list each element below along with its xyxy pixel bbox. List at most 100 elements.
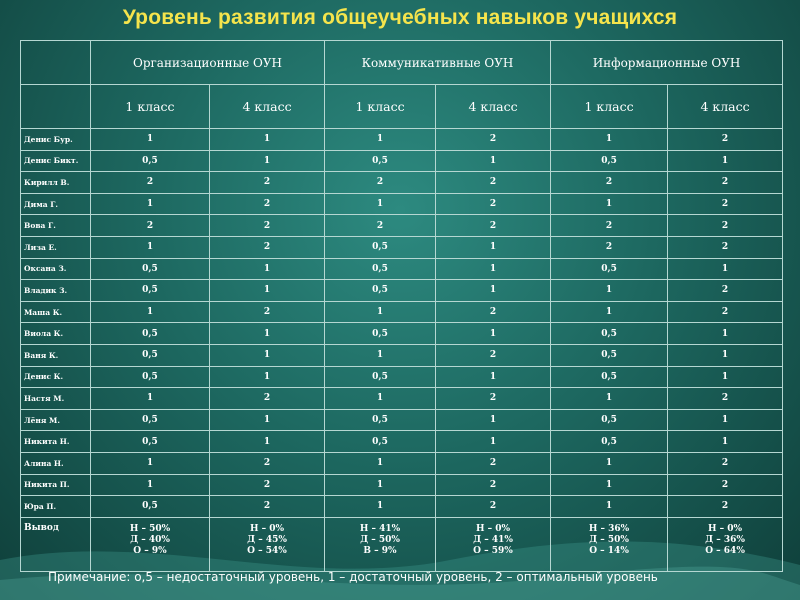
- summary-line: Н – 0%: [475, 523, 511, 534]
- score-cell: 2: [435, 300, 552, 324]
- corner-cell: [20, 84, 91, 129]
- summary-cell: Н – 36% Д – 50% О – 14%: [550, 516, 669, 572]
- score-cell: 1: [550, 451, 669, 475]
- summary-line: О – 9%: [133, 545, 167, 556]
- student-name: Ваня К.: [20, 343, 91, 367]
- score-cell: 1: [667, 408, 784, 432]
- score-cell: 0,5: [90, 495, 210, 518]
- score-cell: 2: [667, 473, 784, 497]
- score-cell: 0,5: [550, 257, 669, 281]
- score-cell: 2: [667, 214, 784, 237]
- table-row: Алина Н. 1 2 1 2 1 2: [20, 451, 784, 475]
- score-cell: 1: [435, 322, 552, 345]
- student-name: Кирилл В.: [20, 171, 91, 194]
- score-cell: 1: [667, 257, 784, 281]
- score-cell: 2: [550, 235, 669, 259]
- page-title: Уровень развития общеучебных навыков уча…: [122, 6, 678, 29]
- summary-row: Вывод Н – 50% Д – 40% О – 9% Н – 0% Д – 45% О …: [20, 516, 784, 572]
- score-cell: 1: [667, 149, 784, 173]
- score-cell: 0,5: [324, 279, 437, 302]
- student-name: Юра П.: [20, 495, 91, 518]
- score-cell: 0,5: [90, 149, 210, 173]
- score-cell: 2: [550, 171, 669, 194]
- score-cell: 0,5: [90, 365, 210, 389]
- score-cell: 2: [667, 451, 784, 475]
- score-cell: 0,5: [90, 279, 210, 302]
- score-cell: 2: [435, 343, 552, 367]
- score-cell: 2: [208, 451, 326, 475]
- score-cell: 2: [435, 473, 552, 497]
- student-name: Денис К.: [20, 365, 91, 389]
- score-cell: 0,5: [550, 365, 669, 389]
- score-cell: 2: [667, 235, 784, 259]
- score-cell: 0,5: [90, 408, 210, 432]
- score-cell: 2: [667, 495, 784, 518]
- score-cell: 1: [550, 279, 669, 302]
- student-name: Дима Г.: [20, 192, 91, 216]
- score-cell: 1: [90, 192, 210, 216]
- score-cell: 1: [667, 343, 784, 367]
- summary-line: Д – 50%: [360, 534, 400, 545]
- score-cell: 1: [550, 300, 669, 324]
- group-header-organizational: Организационные ОУН: [89, 40, 326, 85]
- footnote: Примечание: о,5 – недостаточный уровень,…: [48, 570, 658, 584]
- score-cell: 2: [435, 192, 552, 216]
- score-cell: 0,5: [324, 430, 437, 453]
- grade-header: 1 класс: [90, 84, 210, 129]
- summary-line: Н – 50%: [129, 523, 171, 534]
- table-row: Денис Бур. 1 1 1 2 1 2: [20, 128, 784, 151]
- grade-header: 4 класс: [667, 84, 784, 129]
- summary-line: О – 59%: [473, 545, 513, 556]
- table-row: Никита Н. 0,5 1 0,5 1 0,5 1: [20, 430, 784, 453]
- score-cell: 2: [208, 495, 326, 518]
- grade-header: 4 класс: [208, 84, 326, 129]
- table-row: Настя М. 1 2 1 2 1 2: [20, 387, 784, 410]
- score-cell: 1: [208, 149, 326, 173]
- student-name: Никита Н.: [20, 430, 91, 453]
- score-cell: 0,5: [324, 365, 437, 389]
- student-name: Владик З.: [20, 279, 91, 302]
- score-cell: 1: [435, 149, 552, 173]
- score-cell: 1: [90, 235, 210, 259]
- score-cell: 0,5: [550, 430, 669, 453]
- student-name: Лёня М.: [20, 408, 91, 432]
- score-cell: 2: [208, 192, 326, 216]
- student-name: Денис Бур.: [20, 128, 91, 151]
- score-cell: 0,5: [324, 322, 437, 345]
- score-cell: 1: [435, 365, 552, 389]
- summary-line: Д – 41%: [473, 534, 513, 545]
- student-name: Настя М.: [20, 387, 91, 410]
- grade-header: 1 класс: [324, 84, 437, 129]
- score-cell: 0,5: [550, 408, 669, 432]
- score-cell: 1: [208, 322, 326, 345]
- score-cell: 2: [435, 451, 552, 475]
- score-cell: 0,5: [550, 322, 669, 345]
- score-cell: 1: [324, 128, 437, 151]
- score-cell: 2: [208, 300, 326, 324]
- score-cell: 1: [90, 387, 210, 410]
- score-cell: 1: [208, 430, 326, 453]
- grade-header-row: 1 класс 4 класс 1 класс 4 класс 1 класс …: [20, 84, 784, 129]
- table-row: Денис К. 0,5 1 0,5 1 0,5 1: [20, 365, 784, 389]
- summary-line: Д – 45%: [247, 534, 287, 545]
- table-row: Вова Г. 2 2 2 2 2 2: [20, 214, 784, 237]
- score-cell: 0,5: [550, 343, 669, 367]
- score-cell: 0,5: [90, 257, 210, 281]
- score-cell: 2: [90, 214, 210, 237]
- score-cell: 2: [435, 128, 552, 151]
- score-cell: 1: [208, 279, 326, 302]
- grade-header: 1 класс: [550, 84, 669, 129]
- score-cell: 1: [667, 430, 784, 453]
- summary-line: О – 64%: [705, 545, 745, 556]
- summary-cell: Н – 0% Д – 41% О – 59%: [435, 516, 552, 572]
- summary-line: О – 14%: [589, 545, 629, 556]
- student-name: Оксана З.: [20, 257, 91, 281]
- score-cell: 1: [90, 451, 210, 475]
- score-cell: 1: [550, 387, 669, 410]
- score-cell: 0,5: [550, 149, 669, 173]
- score-cell: 0,5: [324, 235, 437, 259]
- table-row: Виола К. 0,5 1 0,5 1 0,5 1: [20, 322, 784, 345]
- student-name: Вова Г.: [20, 214, 91, 237]
- summary-cell: Н – 0% Д – 36% О – 64%: [667, 516, 784, 572]
- score-cell: 2: [667, 279, 784, 302]
